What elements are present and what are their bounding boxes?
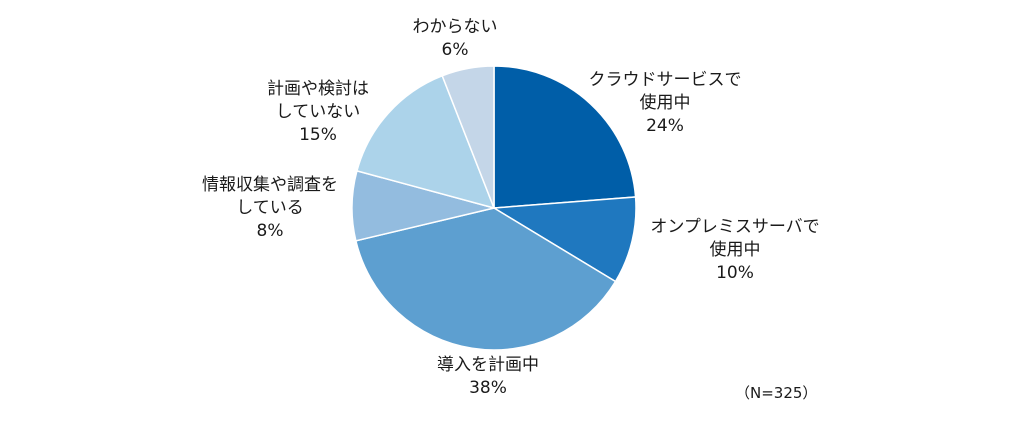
- slice-percent-label: 15%: [299, 125, 337, 145]
- slice-percent-label: 10%: [716, 263, 754, 283]
- slice-percent-label: 8%: [257, 221, 284, 241]
- pie-slice: [441, 65, 495, 209]
- slice-category-label: クラウドサービスで: [589, 70, 742, 90]
- slice-percent-label: 24%: [646, 116, 684, 136]
- slice-category-label: していない: [276, 102, 361, 122]
- slice-category-label: わからない: [413, 17, 498, 37]
- sample-size-note: （N=325）: [735, 384, 818, 402]
- pie-slice: [491, 196, 637, 283]
- slice-percent-label: 38%: [469, 378, 507, 398]
- slice-category-label: オンプレミスサーバで: [650, 217, 819, 237]
- slice-percent-label: 6%: [442, 40, 469, 60]
- pie-slice: [356, 74, 496, 210]
- pie-slice: [354, 207, 617, 351]
- pie-slice: [493, 65, 637, 209]
- slice-category-label: 計画や検討は: [267, 79, 369, 99]
- slice-category-label: 導入を計画中: [437, 355, 539, 375]
- slice-category-label: 使用中: [710, 239, 761, 260]
- pie-slices: [351, 65, 637, 351]
- slice-category-label: している: [236, 198, 304, 218]
- slice-labels: クラウドサービスで使用中24%オンプレミスサーバで使用中10%導入を計画中38%…: [202, 17, 820, 398]
- slice-category-label: 使用中: [640, 92, 691, 113]
- slice-category-label: 情報収集や調査を: [202, 175, 338, 195]
